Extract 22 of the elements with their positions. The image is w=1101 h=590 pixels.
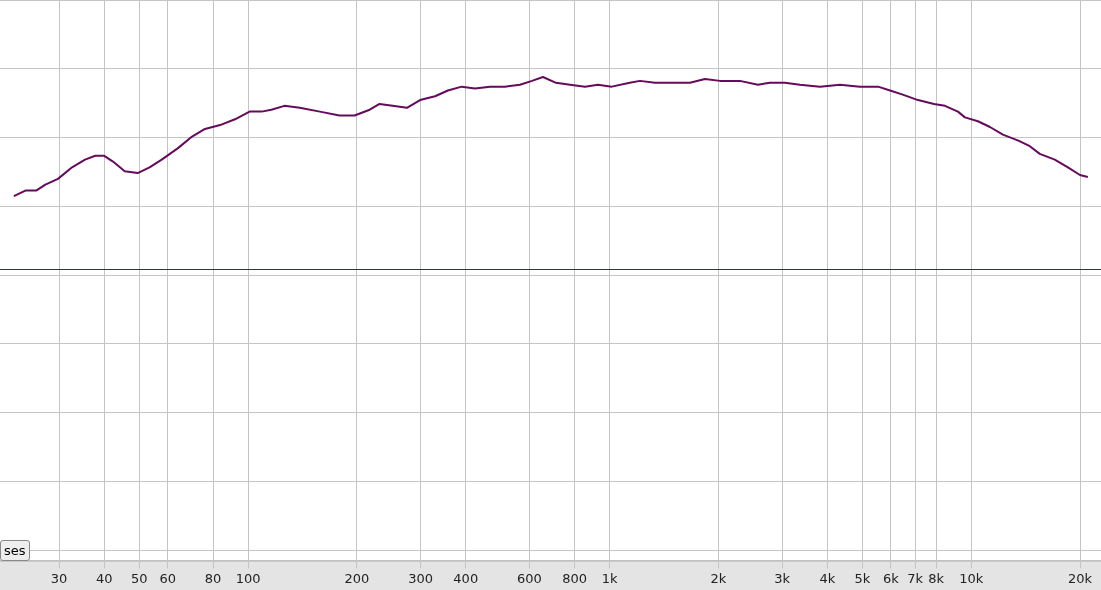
x-tick-label: 200	[344, 570, 370, 586]
x-tick-label: 40	[95, 570, 113, 586]
x-tick-label: 7k	[907, 570, 924, 586]
button: ses	[0, 540, 30, 561]
x-tick-label: 2k	[710, 570, 727, 586]
x-tick-label: 600	[517, 570, 542, 586]
x-tick-label: 800	[562, 570, 587, 586]
x-tick-label: 8k	[928, 570, 945, 586]
x-tick-label: 100	[235, 570, 261, 586]
x-tick-label: 4k	[819, 570, 836, 586]
x-tick-label: 1k	[601, 570, 618, 586]
x-tick-label: 6k	[883, 570, 900, 586]
x-tick-label: 20k	[1067, 570, 1093, 586]
x-tick-label: 300	[408, 570, 433, 586]
x-tick-label: 80	[204, 570, 222, 586]
x-tick-label: 5k	[854, 570, 871, 586]
x-tick-label: 10k	[959, 570, 984, 586]
x-tick-label: 50	[130, 570, 148, 586]
x-tick-label: 400	[453, 570, 479, 586]
x-tick-label: 60	[159, 570, 177, 586]
x-tick-label: 30	[50, 570, 68, 586]
x-tick-label: 3k	[774, 570, 791, 586]
